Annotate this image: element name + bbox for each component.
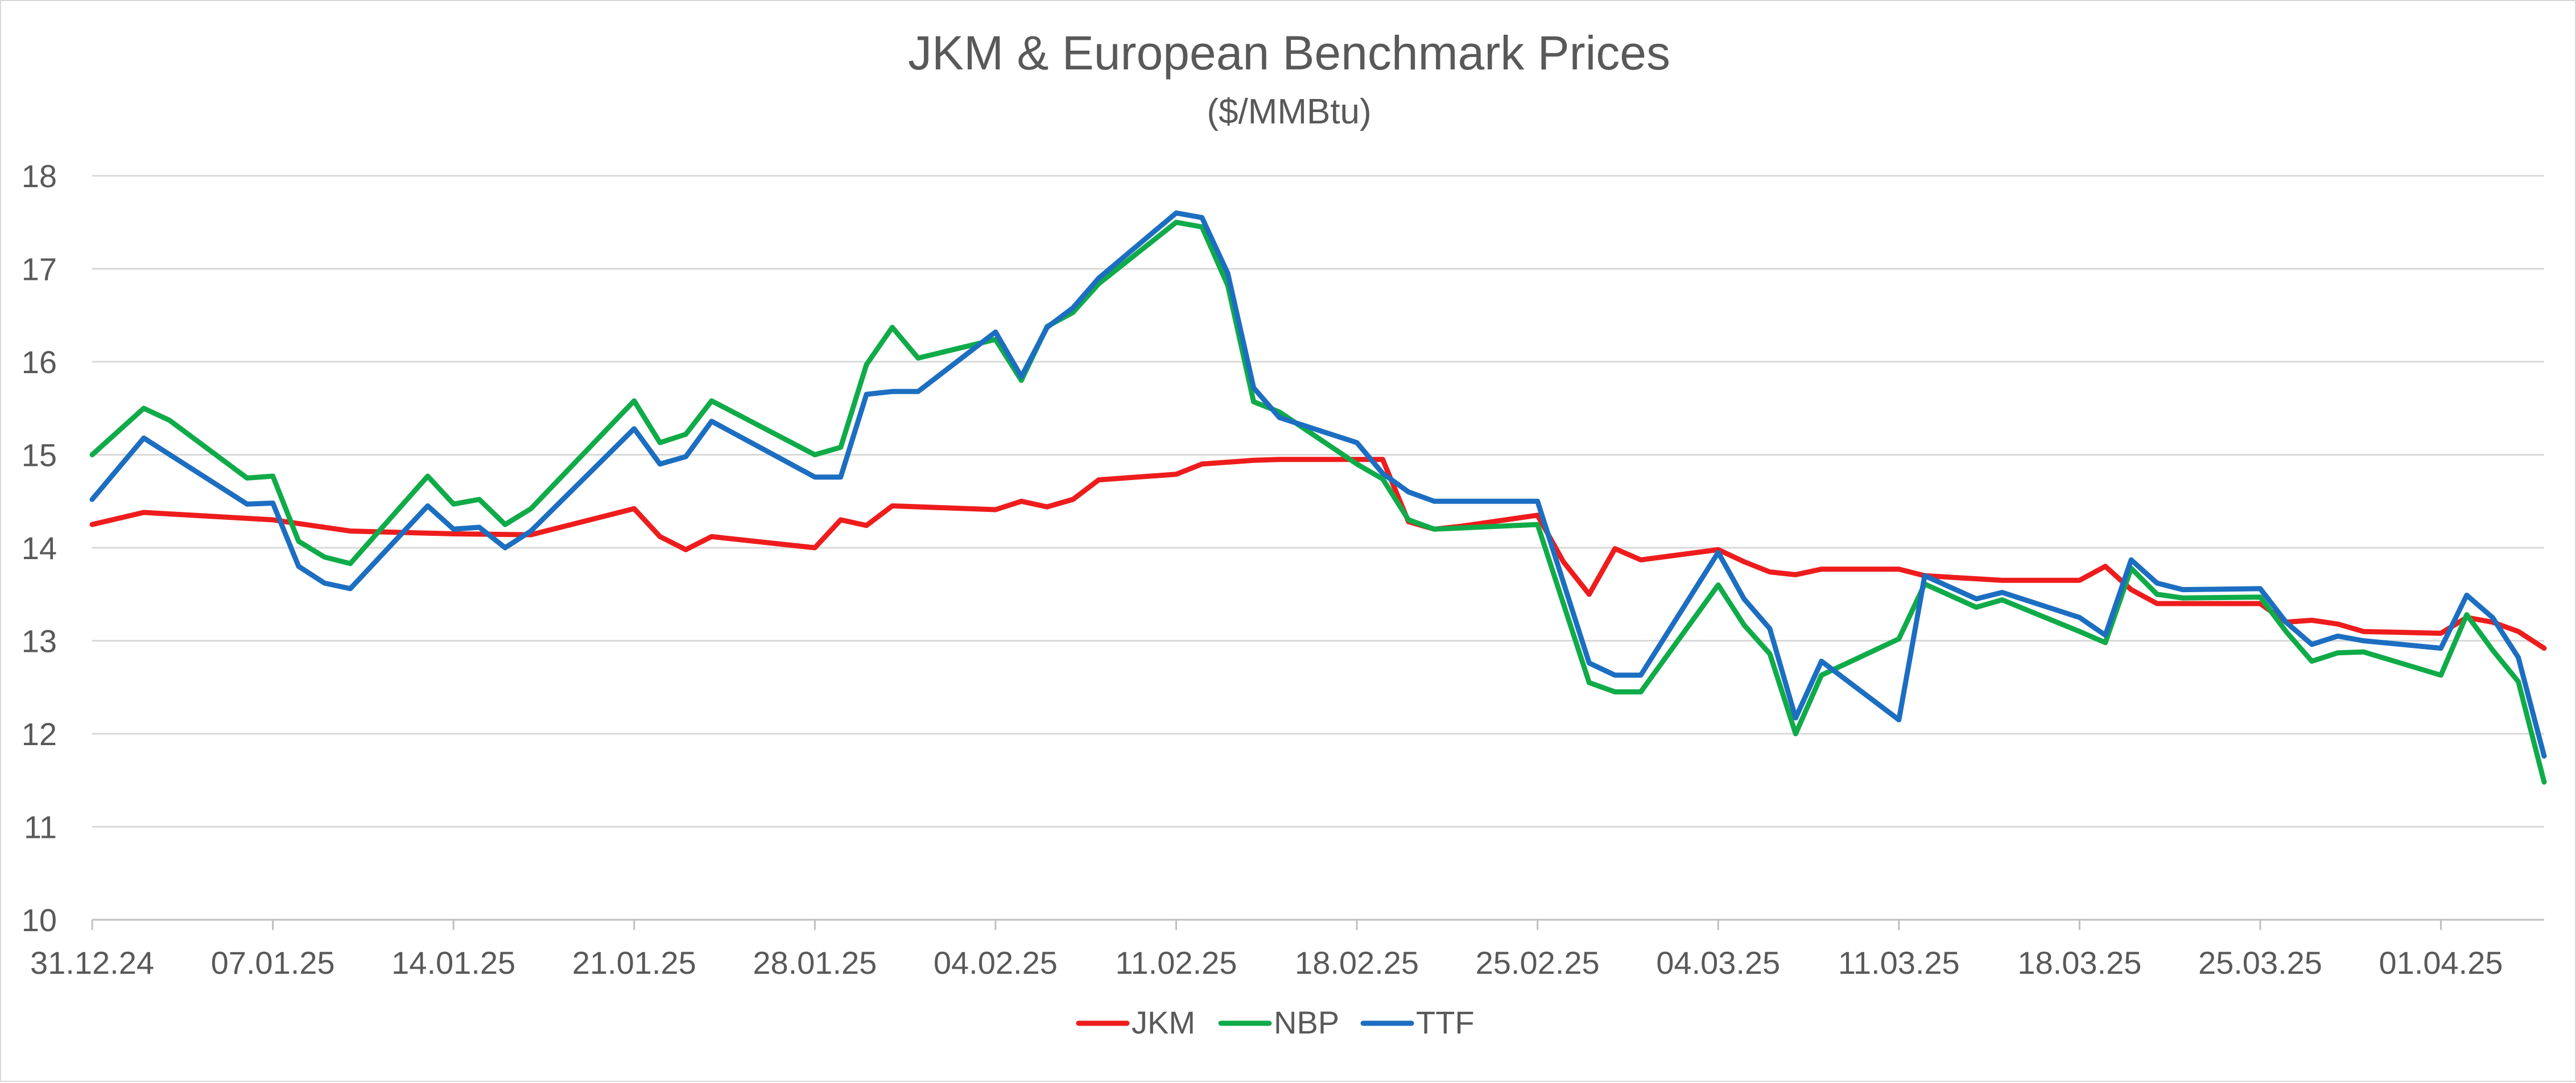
- legend: JKM NBP TTF: [1076, 1005, 1475, 1040]
- x-tick-label: 21.01.25: [572, 945, 696, 981]
- y-tick-label: 13: [22, 623, 57, 659]
- series-lines: [89, 210, 2547, 785]
- y-tick-label: 11: [24, 809, 57, 845]
- y-axis-ticks: 10 11 12 13 14 15 16 17 18: [22, 158, 57, 938]
- y-tick-label: 16: [22, 344, 57, 380]
- chart-title: JKM & European Benchmark Prices: [908, 26, 1670, 80]
- x-tick-label: 31.12.24: [30, 945, 154, 981]
- legend-label-jkm: JKM: [1132, 1005, 1195, 1040]
- gridlines: [92, 175, 2544, 921]
- x-tick-label: 11.02.25: [1116, 945, 1237, 981]
- series-line-jkm: [89, 457, 2547, 651]
- legend-label-nbp: NBP: [1274, 1005, 1339, 1040]
- legend-label-ttf: TTF: [1416, 1005, 1475, 1040]
- y-tick-label: 14: [22, 530, 57, 566]
- y-tick-label: 15: [22, 437, 57, 473]
- x-tick-label: 25.02.25: [1476, 945, 1600, 981]
- y-tick-label: 12: [22, 716, 57, 752]
- series-line-nbp: [89, 220, 2547, 785]
- chart-subtitle: ($/MMBtu): [1207, 92, 1371, 131]
- y-tick-label: 17: [22, 251, 57, 287]
- x-tick-label: 18.02.25: [1295, 945, 1419, 981]
- x-tick-label: 01.04.25: [2379, 945, 2503, 981]
- x-tick-label: 25.03.25: [2198, 945, 2322, 981]
- x-tick-label: 14.01.25: [391, 945, 515, 981]
- x-tick-label: 04.02.25: [934, 945, 1058, 981]
- x-axis-ticks: 31.12.24 07.01.25 14.01.25 21.01.25 28.01.25…: [30, 920, 2503, 981]
- x-tick-label: 18.03.25: [2017, 945, 2141, 981]
- series-line-ttf: [89, 210, 2547, 759]
- x-tick-label: 04.03.25: [1656, 945, 1780, 981]
- x-tick-label: 28.01.25: [753, 945, 877, 981]
- y-tick-label: 18: [22, 158, 57, 194]
- x-tick-label: 11.03.25: [1838, 945, 1960, 981]
- y-tick-label: 10: [22, 902, 57, 938]
- x-tick-label: 07.01.25: [211, 945, 335, 981]
